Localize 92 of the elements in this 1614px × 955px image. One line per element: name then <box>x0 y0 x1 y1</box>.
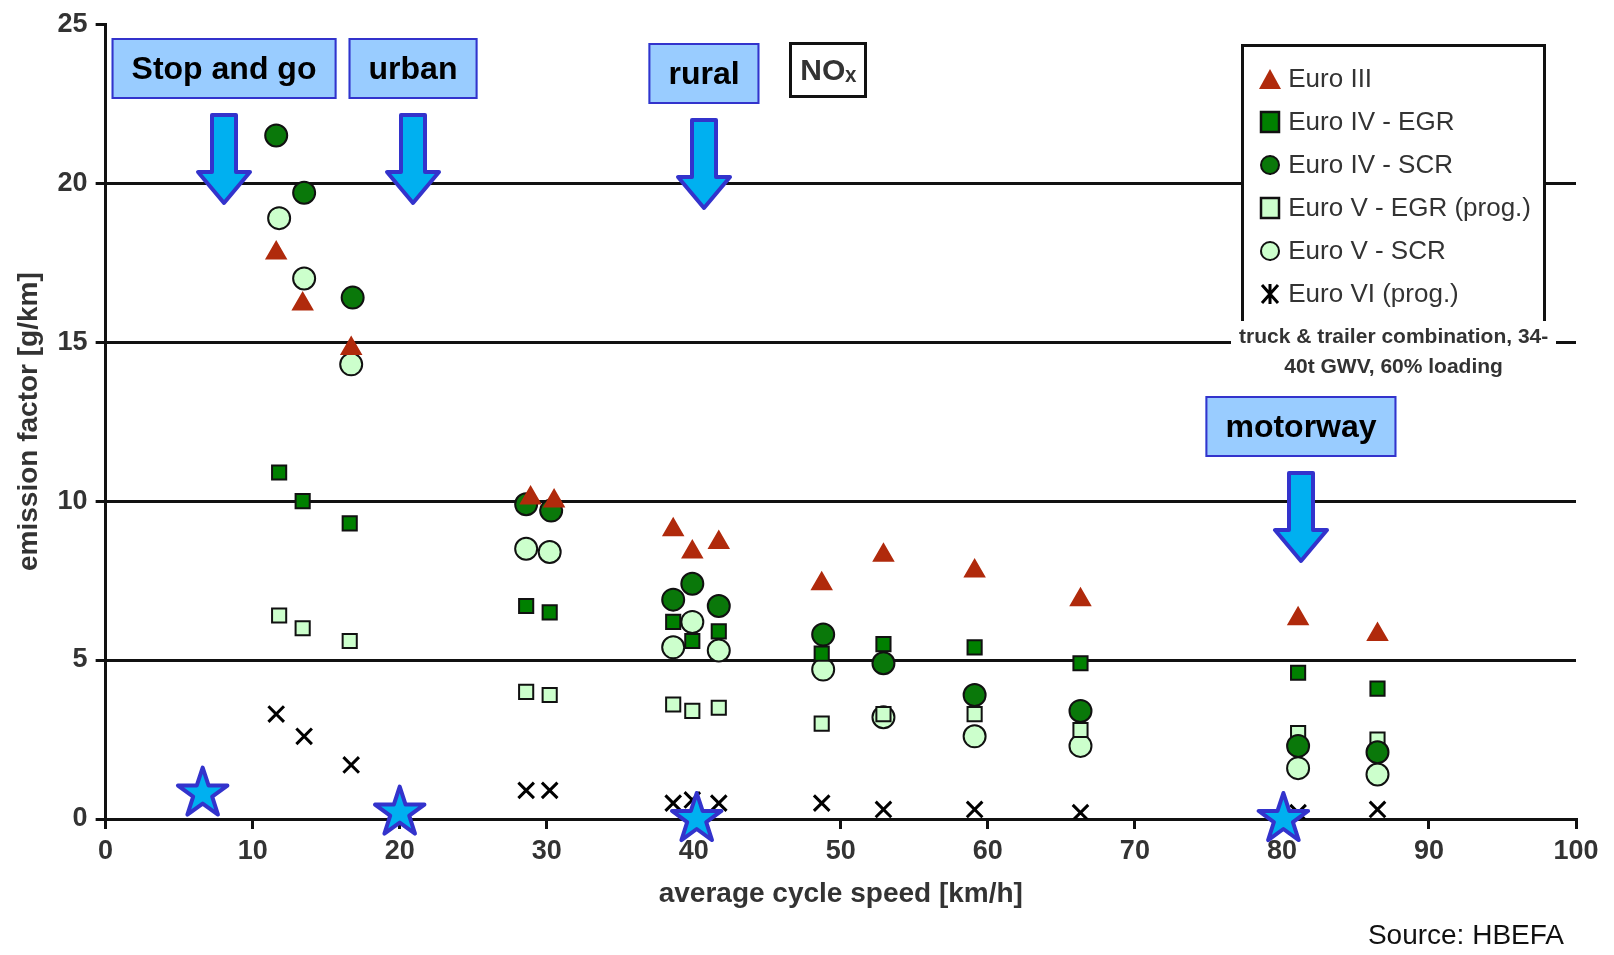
x-tick-label: 50 <box>825 834 856 865</box>
point <box>516 781 536 800</box>
point <box>812 793 831 813</box>
y-tick-label: 15 <box>57 325 88 356</box>
y-tick-label: 25 <box>57 7 88 38</box>
point <box>341 515 358 532</box>
legend-label: Euro IV - EGR <box>1288 106 1455 138</box>
point <box>962 683 987 708</box>
point <box>871 651 896 676</box>
point <box>680 609 705 634</box>
x-tick-label: 20 <box>384 834 415 865</box>
y-tick-label: 5 <box>72 643 88 674</box>
point <box>710 699 727 716</box>
point <box>271 464 288 481</box>
point <box>541 604 558 621</box>
legend-label: Euro III <box>1288 63 1373 95</box>
point <box>518 597 535 615</box>
x-tick-label: 70 <box>1119 834 1150 865</box>
point <box>966 639 983 656</box>
annotation: urban <box>348 38 478 99</box>
x-tick-label: 90 <box>1413 834 1444 865</box>
point <box>965 800 984 819</box>
annotation: rural <box>648 43 760 104</box>
point <box>294 620 311 637</box>
point <box>339 352 364 377</box>
point <box>340 285 365 310</box>
legend-label: Euro VI (prog.) <box>1288 278 1459 310</box>
point <box>341 755 361 775</box>
point <box>1072 655 1089 672</box>
source-note: Source: HBEFA <box>1367 919 1564 951</box>
point <box>813 715 830 732</box>
point <box>706 593 731 618</box>
x-tick-label: 30 <box>531 834 562 865</box>
y-tick-label: 10 <box>57 484 88 515</box>
point <box>264 123 289 148</box>
legend-label: Euro V - SCR <box>1288 235 1446 267</box>
point <box>875 636 892 653</box>
x-tick-label: 80 <box>1266 834 1297 865</box>
point <box>962 724 987 749</box>
point <box>540 781 559 800</box>
x-tick-label: 100 <box>1553 834 1599 865</box>
point <box>1068 698 1093 723</box>
legend-label: Euro IV - SCR <box>1288 149 1453 181</box>
point <box>341 632 358 650</box>
point <box>966 706 983 723</box>
x-tick-label: 60 <box>972 834 1003 865</box>
point <box>267 206 292 231</box>
point <box>1369 680 1386 697</box>
point <box>661 587 686 612</box>
point <box>1365 762 1390 787</box>
point <box>811 622 836 647</box>
x-tick-label: 40 <box>678 834 709 865</box>
point <box>1286 733 1311 758</box>
annotation: truck & trailer combination, 34-40t GWV, 60% loading <box>1231 321 1556 382</box>
point <box>874 800 893 819</box>
x-axis-title: average cycle speed [km/h] <box>658 876 1023 908</box>
point <box>294 727 314 746</box>
point <box>813 645 830 662</box>
y-tick-label: 20 <box>57 166 88 197</box>
point <box>1071 803 1090 819</box>
point <box>537 539 562 564</box>
point <box>661 635 686 660</box>
point <box>1368 800 1387 819</box>
point <box>684 702 701 719</box>
annotation: NOₓ <box>789 42 868 99</box>
point <box>1365 740 1390 765</box>
point <box>663 793 683 813</box>
y-axis-title: emission factor [g/km] <box>11 272 43 571</box>
point <box>518 683 535 700</box>
point <box>1290 664 1307 681</box>
point <box>680 571 705 596</box>
point <box>294 493 311 510</box>
x-tick-label: 0 <box>98 834 114 865</box>
point <box>709 793 729 813</box>
x-tick-label: 10 <box>237 834 268 865</box>
point <box>684 632 701 650</box>
point <box>706 638 731 663</box>
point <box>292 180 317 205</box>
y-tick-label: 0 <box>72 802 88 833</box>
point <box>292 266 317 291</box>
point <box>665 696 682 713</box>
annotation: motorway <box>1205 396 1397 457</box>
point <box>710 623 727 640</box>
annotation: Stop and go <box>111 38 337 99</box>
point <box>514 536 539 561</box>
point <box>541 686 558 704</box>
point <box>665 613 682 630</box>
point <box>271 607 288 624</box>
point <box>1072 721 1089 739</box>
point <box>266 704 286 724</box>
legend-label: Euro V - EGR (prog.) <box>1288 192 1531 224</box>
point <box>1286 756 1311 781</box>
